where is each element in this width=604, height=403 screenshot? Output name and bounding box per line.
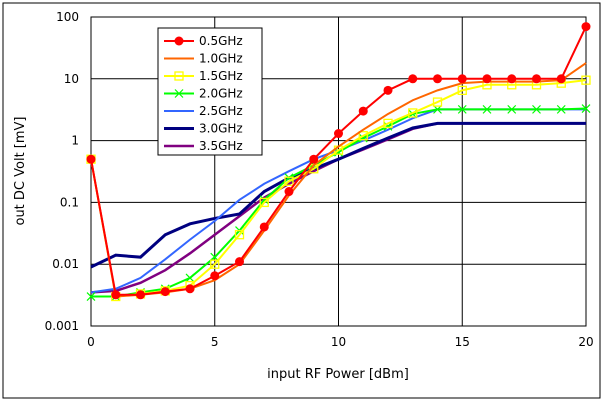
data-point	[210, 271, 220, 281]
data-point	[284, 187, 294, 197]
plot-area	[90, 16, 587, 327]
data-point	[111, 290, 121, 300]
series-line	[90, 79, 587, 298]
legend-item: 0.5GHz	[164, 34, 243, 48]
data-point	[507, 104, 517, 114]
data-point	[408, 74, 418, 84]
legend-item: 3.0GHz	[164, 122, 243, 136]
data-point	[358, 131, 368, 141]
y-axis-label: out DC Volt [mV]	[13, 116, 28, 225]
x-tick-label: 0	[87, 335, 95, 349]
data-point	[556, 104, 566, 114]
data-point	[259, 222, 269, 232]
data-point	[309, 154, 319, 164]
data-point	[408, 108, 418, 118]
chart-border	[2, 2, 601, 399]
y-tick-label: 0.001	[45, 319, 79, 333]
y-tick-label: 0.1	[60, 195, 79, 209]
data-point	[210, 259, 220, 269]
y-tick-label: 0.01	[52, 257, 79, 271]
data-point	[581, 104, 591, 113]
data-point	[433, 74, 442, 84]
legend-item: 2.0GHz	[164, 87, 243, 101]
data-point	[259, 197, 269, 208]
y-tick-label: 10	[64, 72, 79, 86]
data-point	[482, 74, 492, 84]
data-point	[556, 74, 566, 84]
data-point	[457, 104, 467, 114]
y-tick-label: 1	[71, 134, 79, 148]
series-line	[90, 121, 586, 269]
data-point	[432, 97, 443, 107]
data-point	[174, 36, 184, 46]
legend-label: 3.0GHz	[199, 122, 243, 136]
data-point	[259, 195, 269, 205]
data-point	[334, 129, 343, 139]
data-point	[174, 89, 184, 98]
data-point	[507, 74, 517, 84]
legend: 0.5GHz 1.0GHz 1.5GHz 2.0GHz 2.5GHz 3.0GHz 3.5G…	[157, 27, 263, 156]
legend-item: 1.5GHz	[164, 69, 243, 83]
data-point	[383, 85, 393, 95]
legend-label: 0.5GHz	[199, 34, 243, 48]
x-tick-label: 10	[331, 335, 346, 349]
legend-label: 3.5GHz	[199, 139, 243, 153]
data-point	[532, 74, 541, 84]
data-point	[185, 284, 195, 294]
legend-label: 2.5GHz	[199, 104, 243, 118]
data-point	[86, 154, 96, 164]
x-tick-label: 15	[455, 335, 470, 349]
data-point	[581, 22, 591, 32]
legend-label: 1.5GHz	[199, 69, 243, 83]
x-tick-label: 20	[578, 335, 593, 349]
x-axis-label: input RF Power [dBm]	[267, 367, 409, 382]
data-point	[457, 74, 467, 84]
data-point	[457, 85, 467, 96]
data-point	[235, 257, 244, 267]
data-point	[532, 104, 541, 114]
data-point	[482, 104, 492, 114]
legend-item: 2.5GHz	[164, 104, 243, 118]
data-point	[136, 290, 145, 300]
legend-item: 3.5GHz	[164, 139, 243, 153]
legend-item: 1.0GHz	[164, 52, 243, 66]
x-tick-label: 5	[211, 335, 219, 349]
data-point	[358, 106, 368, 116]
legend-box	[157, 27, 263, 156]
legend-label: 2.0GHz	[199, 87, 243, 101]
data-point	[383, 118, 393, 129]
data-point	[160, 287, 170, 297]
data-point	[581, 75, 591, 85]
series-0.5GHz	[86, 22, 591, 300]
data-point	[86, 292, 96, 301]
series-3.0GHz	[90, 121, 586, 269]
y-tick-label: 100	[56, 10, 79, 24]
data-point	[174, 71, 184, 81]
legend-label: 1.0GHz	[199, 52, 243, 66]
data-point	[185, 273, 195, 283]
data-point	[234, 230, 245, 240]
data-point	[284, 176, 294, 186]
